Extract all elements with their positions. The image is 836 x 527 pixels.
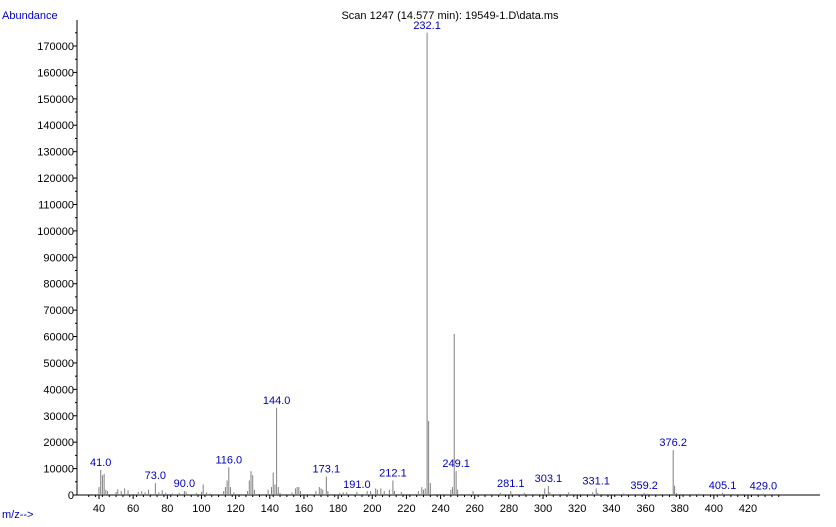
y-tick-label: 150000 bbox=[37, 94, 74, 106]
x-tick-label: 340 bbox=[602, 503, 620, 515]
x-tick-label: 180 bbox=[329, 503, 347, 515]
x-tick-label: 380 bbox=[671, 503, 689, 515]
x-tick-label: 240 bbox=[431, 503, 449, 515]
y-tick-label: 50000 bbox=[43, 358, 74, 370]
y-tick-label: 160000 bbox=[37, 67, 74, 79]
peak-label: 41.0 bbox=[90, 457, 111, 469]
peak-label: 144.0 bbox=[263, 395, 291, 407]
y-tick-label: 80000 bbox=[43, 279, 74, 291]
peak-label: 281.1 bbox=[497, 478, 525, 490]
y-tick-label: 100000 bbox=[37, 226, 74, 238]
x-tick-label: 200 bbox=[363, 503, 381, 515]
peak-label: 376.2 bbox=[659, 437, 687, 449]
peak-bars bbox=[98, 32, 764, 495]
peak-label: 73.0 bbox=[145, 470, 166, 482]
peak-label: 232.1 bbox=[413, 20, 441, 32]
x-tick-label: 40 bbox=[93, 503, 105, 515]
y-tick-label: 70000 bbox=[43, 305, 74, 317]
x-tick-label: 160 bbox=[295, 503, 313, 515]
x-tick-label: 140 bbox=[261, 503, 279, 515]
y-tick-label: 40000 bbox=[43, 384, 74, 396]
chart-title: Scan 1247 (14.577 min): 19549-1.D\data.m… bbox=[341, 10, 559, 22]
x-tick-label: 280 bbox=[500, 503, 518, 515]
x-tick-label: 100 bbox=[192, 503, 210, 515]
y-axis: 0 10000 20000 30000 40000 50000 60000 70000 8000… bbox=[37, 20, 78, 502]
peak-label: 212.1 bbox=[379, 467, 407, 479]
y-tick-label: 110000 bbox=[38, 199, 74, 211]
peak-label: 405.1 bbox=[709, 480, 737, 492]
x-axis: 40 60 80 100 120 140 160 180 200 220 240 260 280 300 3… bbox=[77, 494, 820, 515]
peak-label: 303.1 bbox=[535, 473, 563, 485]
y-axis-title: Abundance bbox=[2, 10, 58, 22]
y-tick-label: 10000 bbox=[43, 464, 74, 476]
y-tick-label: 170000 bbox=[37, 41, 74, 53]
x-tick-label: 120 bbox=[226, 503, 244, 515]
y-tick-label: 20000 bbox=[43, 437, 74, 449]
peak-label: 249.1 bbox=[442, 458, 470, 470]
y-tick-label: 60000 bbox=[43, 332, 74, 344]
peak-label: 116.0 bbox=[215, 454, 242, 466]
x-axis-title: m/z--> bbox=[2, 509, 33, 521]
x-tick-label: 320 bbox=[568, 503, 586, 515]
x-tick-label: 300 bbox=[534, 503, 552, 515]
x-tick-label: 360 bbox=[636, 503, 654, 515]
y-tick-label: 0 bbox=[68, 490, 74, 502]
peak-label: 429.0 bbox=[750, 481, 778, 493]
y-tick-label: 140000 bbox=[37, 120, 74, 132]
peak-label: 173.1 bbox=[313, 464, 341, 476]
x-tick-label: 60 bbox=[127, 503, 139, 515]
x-tick-label: 80 bbox=[161, 503, 173, 515]
x-tick-label: 260 bbox=[466, 503, 484, 515]
y-tick-label: 30000 bbox=[43, 411, 74, 423]
x-tick-label: 220 bbox=[397, 503, 415, 515]
y-tick-label: 130000 bbox=[37, 147, 74, 159]
y-tick-label: 120000 bbox=[37, 173, 74, 185]
x-tick-label: 420 bbox=[739, 503, 757, 515]
peak-label: 331.1 bbox=[582, 475, 610, 487]
x-tick-label: 400 bbox=[705, 503, 723, 515]
peak-label: 90.0 bbox=[174, 478, 195, 490]
peak-label: 359.2 bbox=[630, 480, 658, 492]
y-tick-label: 90000 bbox=[43, 252, 74, 264]
peak-label: 191.0 bbox=[343, 479, 371, 491]
